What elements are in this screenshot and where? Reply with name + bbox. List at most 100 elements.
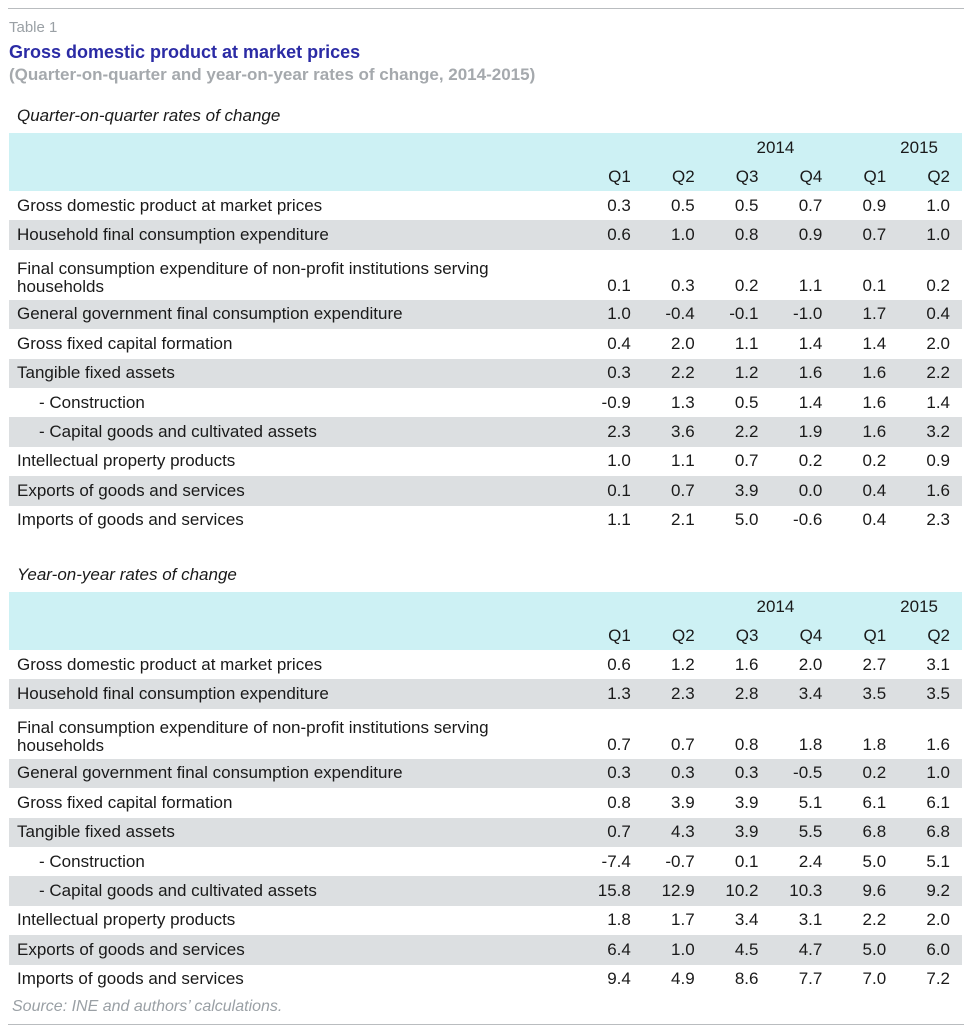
- value-cell: 5.1: [798, 792, 823, 812]
- value-cell: 0.9: [862, 195, 887, 215]
- table-row: General government final consumption exp…: [9, 299, 962, 330]
- value-cell: 1.4: [926, 392, 950, 412]
- value-cell: 0.2: [798, 451, 823, 471]
- value-cell: 3.4: [798, 684, 823, 704]
- value-cell: 1.1: [607, 510, 631, 530]
- value-cell: 6.1: [926, 792, 950, 812]
- value-cell: 5.5: [798, 822, 823, 842]
- rates-table: 2014 2015 Q1 Q2 Q3 Q4 Q1 Q2 Gross domestic produ…: [9, 133, 962, 535]
- value-cell: 1.8: [607, 910, 631, 930]
- value-cell: 6.1: [862, 792, 887, 812]
- value-cell: 0.2: [862, 451, 887, 471]
- row-label: Final consumption expenditure of non-pro…: [17, 258, 489, 296]
- value-cell: 1.6: [926, 480, 950, 500]
- quarter-header: Q4: [799, 625, 823, 645]
- value-cell: 0.3: [671, 275, 695, 295]
- value-cell: 1.1: [798, 275, 823, 295]
- quarter-header: Q3: [735, 166, 759, 186]
- quarter-header: Q3: [735, 625, 759, 645]
- value-cell: 2.2: [734, 422, 759, 442]
- value-cell: 5.0: [862, 939, 887, 959]
- table-row: Tangible fixed assets 0.7 4.3 3.9 5.5 6.8 6.8: [9, 817, 962, 847]
- value-cell: 0.3: [607, 763, 631, 783]
- value-cell: 0.5: [734, 195, 759, 215]
- value-cell: 7.0: [862, 969, 887, 989]
- value-cell: 1.0: [607, 451, 631, 471]
- value-cell: 2.0: [926, 333, 950, 353]
- value-cell: -0.1: [729, 304, 759, 324]
- table-row: Gross fixed capital formation 0.8 3.9 3.9 5.…: [9, 788, 962, 817]
- value-cell: 7.2: [926, 969, 950, 989]
- value-cell: 4.3: [671, 822, 695, 842]
- quarter-header: Q1: [608, 625, 631, 645]
- header-spacer: [9, 621, 579, 650]
- value-cell: 1.3: [671, 392, 695, 412]
- value-cell: 6.0: [926, 939, 950, 959]
- value-cell: 1.7: [671, 910, 695, 930]
- value-cell: 3.6: [671, 422, 695, 442]
- table-row: Exports of goods and services 6.4 1.0 4.5 4.…: [9, 935, 962, 965]
- value-cell: 0.6: [607, 654, 631, 674]
- value-cell: 1.0: [926, 195, 950, 215]
- quarter-header: Q1: [863, 625, 887, 645]
- value-cell: 0.7: [862, 225, 887, 245]
- value-cell: 0.8: [734, 225, 759, 245]
- value-cell: 1.6: [798, 363, 823, 383]
- row-label: Gross domestic product at market prices: [17, 195, 323, 215]
- year-on-year-section: Year-on-year rates of change 2014 2015 Q1 Q2…: [9, 564, 962, 994]
- table-row: General government final consumption exp…: [9, 758, 962, 789]
- value-cell: 0.1: [862, 275, 887, 295]
- value-cell: 1.6: [862, 363, 887, 383]
- value-cell: 4.9: [671, 969, 695, 989]
- value-cell: 0.1: [607, 275, 631, 295]
- row-label: Gross fixed capital formation: [17, 792, 233, 812]
- row-label: - Capital goods and cultivated assets: [39, 422, 317, 442]
- value-cell: 3.4: [734, 910, 759, 930]
- value-cell: 1.0: [926, 225, 950, 245]
- value-cell: 0.7: [734, 451, 759, 471]
- table-row: Final consumption expenditure of non-pro…: [9, 709, 962, 759]
- value-cell: 12.9: [661, 881, 695, 901]
- value-cell: 0.1: [607, 480, 631, 500]
- value-cell: 9.4: [607, 969, 631, 989]
- value-cell: 0.7: [671, 734, 695, 754]
- top-rule: [8, 8, 964, 9]
- value-cell: 0.9: [798, 225, 823, 245]
- quarter-header-row: Q1 Q2 Q3 Q4 Q1 Q2: [9, 162, 962, 191]
- value-cell: 3.5: [926, 684, 950, 704]
- row-label: - Construction: [39, 851, 145, 871]
- value-cell: 3.5: [862, 684, 887, 704]
- quarter-header: Q1: [608, 166, 631, 186]
- value-cell: 1.6: [926, 734, 950, 754]
- table-row: Gross domestic product at market prices 0…: [9, 191, 962, 220]
- row-label: - Construction: [39, 392, 145, 412]
- value-cell: 0.3: [607, 363, 631, 383]
- value-cell: 8.6: [734, 969, 759, 989]
- table-row: Tangible fixed assets 0.3 2.2 1.2 1.6 1.6 2.2: [9, 358, 962, 388]
- page-title: Gross domestic product at market prices: [9, 42, 361, 62]
- value-cell: 2.8: [734, 684, 759, 704]
- value-cell: 4.5: [734, 939, 759, 959]
- table-row: - Capital goods and cultivated assets 15.…: [9, 876, 962, 906]
- value-cell: 9.6: [862, 881, 887, 901]
- value-cell: 1.1: [734, 333, 759, 353]
- row-label: Intellectual property products: [17, 910, 236, 930]
- value-cell: 1.4: [798, 392, 823, 412]
- row-label: Intellectual property products: [17, 451, 236, 471]
- row-label: Imports of goods and services: [17, 510, 244, 530]
- table-row: - Capital goods and cultivated assets 2.3…: [9, 417, 962, 447]
- table-row: - Construction -0.9 1.3 0.5 1.4 1.6 1.4: [9, 388, 962, 417]
- value-cell: 0.8: [607, 792, 631, 812]
- value-cell: 0.8: [734, 734, 759, 754]
- value-cell: -0.6: [793, 510, 823, 530]
- value-cell: 6.8: [862, 822, 887, 842]
- table-row: Gross domestic product at market prices 0…: [9, 650, 962, 679]
- table-row: Final consumption expenditure of non-pro…: [9, 250, 962, 300]
- value-cell: 6.4: [607, 939, 631, 959]
- row-label: Tangible fixed assets: [17, 363, 175, 383]
- table-row: Imports of goods and services 1.1 2.1 5.0 -0…: [9, 506, 962, 535]
- table-row: - Construction -7.4 -0.7 0.1 2.4 5.0 5.1: [9, 847, 962, 876]
- value-cell: 0.6: [607, 225, 631, 245]
- table-row: Intellectual property products 1.8 1.7 3.4 3…: [9, 906, 962, 935]
- value-cell: 0.3: [607, 195, 631, 215]
